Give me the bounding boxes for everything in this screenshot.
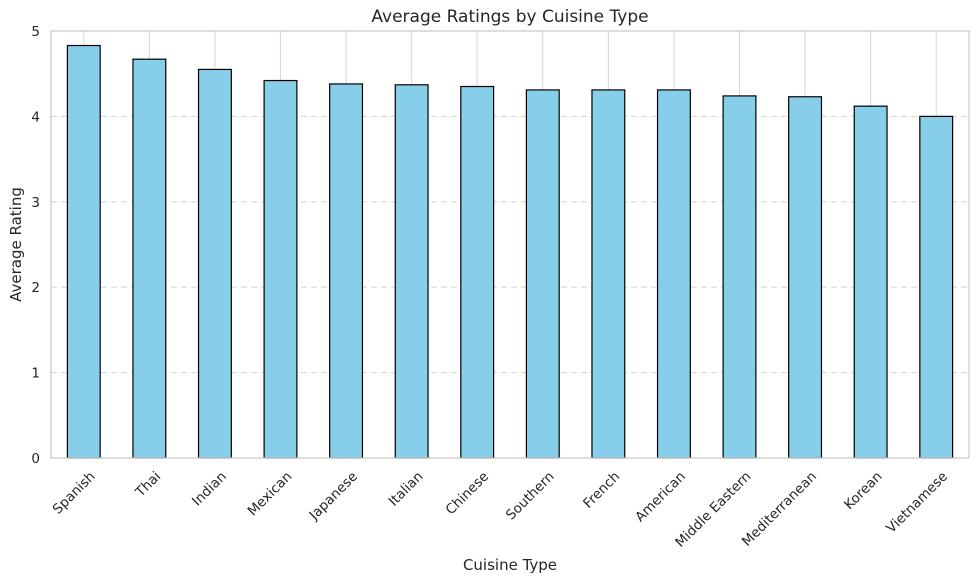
x-tick-label: French (580, 469, 623, 512)
x-tick-label: Thai (132, 469, 164, 501)
y-tick-label: 2 (31, 280, 40, 296)
x-tick-label: Spanish (50, 469, 99, 518)
grid-lines (51, 31, 969, 458)
bar-korean (853, 105, 888, 459)
x-tick-label: Chinese (443, 469, 492, 518)
bar-american (656, 89, 691, 459)
y-axis-label: Average Rating (7, 187, 25, 302)
y-tick-label: 4 (31, 109, 40, 125)
x-tick-label: Korean (841, 469, 885, 513)
plot-frame (50, 30, 970, 459)
x-tick-label: Italian (386, 469, 427, 510)
y-tick-label: 5 (31, 24, 40, 40)
chart-title: Average Ratings by Cuisine Type (371, 7, 648, 27)
x-tick-label: Indian (189, 469, 230, 510)
bar-southern (525, 89, 560, 459)
bar-japanese (329, 83, 364, 459)
x-axis-label: Cuisine Type (463, 556, 557, 574)
y-tick-labels: 0 1 2 3 4 5 (31, 24, 40, 467)
bar-spanish (66, 44, 101, 459)
x-tick-labels: Spanish Thai Indian Mexican Japanese Italian C… (50, 469, 951, 551)
bar-italian (394, 84, 429, 459)
bar-chinese (460, 85, 495, 459)
x-tick-label: Mexican (245, 469, 296, 520)
bar-french (591, 89, 626, 459)
bar-vietnamese (919, 115, 954, 459)
x-tick-label: Japanese (306, 469, 361, 524)
x-tick-label: Southern (503, 469, 558, 524)
y-tick-label: 3 (31, 195, 40, 211)
bar-middle-eastern (722, 95, 757, 459)
y-tick-label: 0 (31, 451, 40, 467)
y-tick-label: 1 (31, 366, 40, 382)
bar-thai (132, 58, 167, 459)
bar-indian (197, 68, 232, 459)
x-tick-label: American (632, 469, 689, 526)
bar-mediterranean (788, 96, 823, 459)
bar-mexican (263, 79, 298, 459)
x-tick-label: Vietnamese (883, 469, 951, 537)
bars (66, 44, 954, 459)
